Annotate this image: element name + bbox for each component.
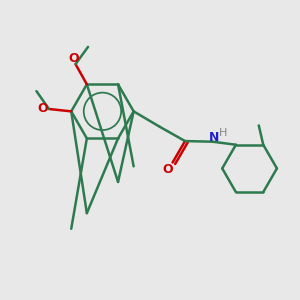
Text: O: O [162,163,172,176]
Text: N: N [208,131,219,144]
Text: H: H [219,128,227,138]
Text: O: O [69,52,80,65]
Text: O: O [37,102,48,115]
